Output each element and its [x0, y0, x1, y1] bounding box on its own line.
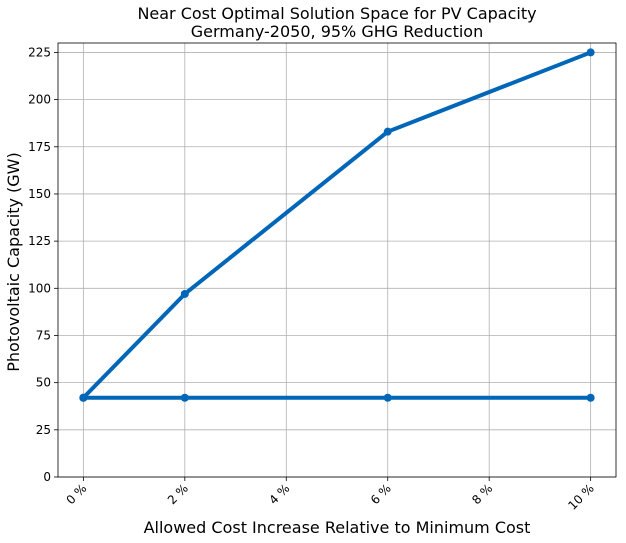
- x-tick-label: 10 %: [565, 481, 596, 512]
- y-tick-label: 150: [28, 187, 51, 201]
- series-1-point: [383, 127, 392, 136]
- y-tick-label: 25: [36, 423, 51, 437]
- y-tick-label: 125: [28, 234, 51, 248]
- y-tick-label: 0: [43, 470, 51, 484]
- y-tick-label: 50: [36, 376, 51, 390]
- y-tick-label: 75: [36, 328, 51, 342]
- series-2-point: [383, 393, 392, 402]
- series-2-point: [180, 393, 189, 402]
- x-tick-label: 2 %: [165, 481, 191, 507]
- y-tick-label: 225: [28, 45, 51, 59]
- y-axis: 0 25 50 75 100 125 150 175 200 225: [28, 45, 58, 484]
- y-axis-label: Photovoltaic Capacity (GW): [4, 152, 23, 371]
- series-2-point: [586, 393, 595, 402]
- x-tick-label: 0 %: [63, 481, 89, 507]
- series-layer: [79, 48, 595, 402]
- x-axis-label: Allowed Cost Increase Relative to Minimu…: [144, 518, 531, 537]
- y-tick-label: 175: [28, 140, 51, 154]
- series-1-point: [180, 289, 189, 298]
- x-tick-label: 4 %: [266, 481, 292, 507]
- x-tick-label: 8 %: [469, 481, 495, 507]
- chart-title: Near Cost Optimal Solution Space for PV …: [137, 4, 536, 23]
- x-axis: 0 % 2 % 4 % 6 % 8 % 10 %: [63, 477, 597, 513]
- series-2-point: [79, 393, 88, 402]
- y-tick-label: 200: [28, 93, 51, 107]
- plot-frame: [57, 42, 617, 478]
- x-tick-label: 6 %: [368, 481, 394, 507]
- chart-subtitle: Germany-2050, 95% GHG Reduction: [191, 22, 483, 41]
- grid: [58, 43, 616, 478]
- series-1-point: [586, 48, 595, 57]
- y-tick-label: 100: [28, 281, 51, 295]
- series-1-line: [81, 50, 592, 400]
